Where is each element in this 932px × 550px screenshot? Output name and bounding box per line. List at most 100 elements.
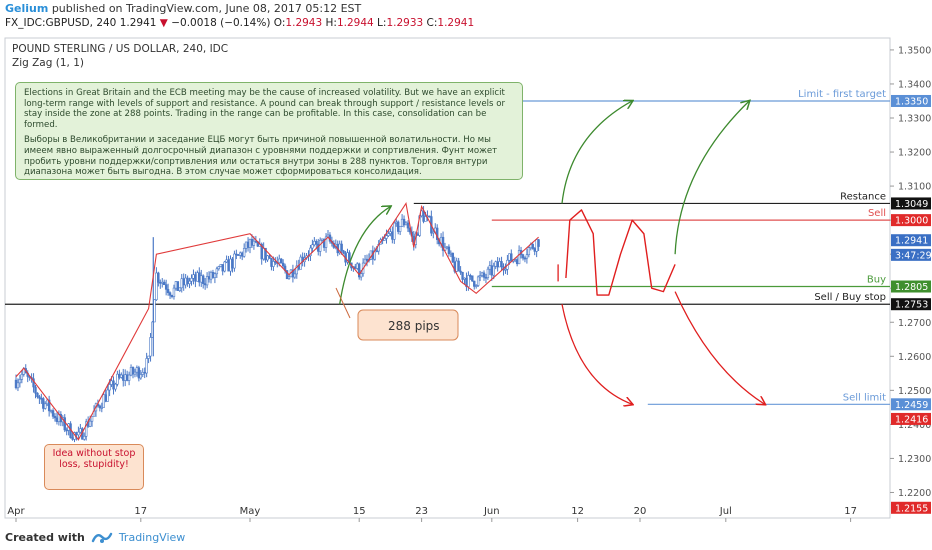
candle-body bbox=[531, 243, 534, 249]
candle-body bbox=[406, 222, 410, 229]
candle-body bbox=[127, 374, 131, 381]
candle-body bbox=[77, 431, 80, 436]
candle-body bbox=[287, 276, 291, 279]
candle-body bbox=[521, 254, 525, 259]
candle-body bbox=[508, 253, 511, 261]
candle-body bbox=[471, 275, 474, 282]
ohlc-line: FX_IDC:GBPUSD, 240 1.2941 ▼ −0.0018 (−0.… bbox=[5, 17, 474, 29]
candle-body bbox=[476, 276, 480, 286]
candle-body bbox=[225, 259, 228, 263]
candle-body bbox=[266, 255, 269, 261]
candle-body bbox=[75, 432, 78, 436]
candle-body bbox=[209, 271, 213, 280]
high-label: H: bbox=[325, 17, 337, 29]
tradingview-brand[interactable]: TradingView bbox=[118, 530, 186, 544]
candle-body bbox=[416, 233, 419, 236]
x-tick-label: May bbox=[240, 506, 261, 517]
candle-body bbox=[432, 231, 435, 234]
candle-body bbox=[196, 272, 199, 282]
candle-body bbox=[461, 271, 464, 280]
candle-body bbox=[375, 250, 378, 253]
candle-body bbox=[451, 252, 454, 263]
candle-body bbox=[311, 244, 314, 249]
price-flag-label: 1.2416 bbox=[895, 414, 928, 425]
level-label: Restance bbox=[840, 191, 886, 202]
candle-body bbox=[517, 250, 521, 265]
green-forecast-arrow bbox=[674, 101, 749, 255]
candle-body bbox=[463, 277, 466, 280]
candle-body bbox=[324, 236, 328, 248]
candle-body bbox=[104, 394, 107, 402]
red-forecast-arrow bbox=[561, 304, 632, 404]
candle-body bbox=[315, 240, 318, 245]
candle-body bbox=[537, 239, 540, 247]
price-flag bbox=[891, 298, 931, 311]
candle-body bbox=[488, 265, 492, 270]
candle-body bbox=[118, 373, 121, 378]
candle-body bbox=[490, 265, 493, 276]
candle-body bbox=[513, 259, 517, 261]
y-tick-label: 1.3200 bbox=[898, 148, 931, 159]
x-tick-label: 20 bbox=[634, 506, 647, 517]
candle-body bbox=[244, 241, 248, 249]
x-tick-label: 23 bbox=[415, 506, 428, 517]
candle-body bbox=[110, 380, 113, 385]
price-flag-label: 1.2941 bbox=[895, 236, 928, 247]
candle-body bbox=[363, 258, 367, 264]
candle-body bbox=[34, 386, 37, 394]
candle-body bbox=[125, 374, 129, 381]
candle-body bbox=[141, 371, 144, 375]
candle-body bbox=[500, 261, 503, 267]
candle-body bbox=[250, 238, 254, 246]
candle-body bbox=[14, 379, 18, 389]
candle-body bbox=[480, 272, 484, 276]
x-tick-label: Jun bbox=[483, 506, 500, 517]
candle-body bbox=[262, 247, 265, 260]
candle-body bbox=[248, 238, 252, 248]
candle-body bbox=[395, 221, 398, 224]
down-arrow-icon: ▼ bbox=[159, 17, 168, 29]
candle-body bbox=[492, 265, 495, 276]
price-flag bbox=[891, 412, 931, 425]
candle-body bbox=[515, 259, 519, 265]
candle-body bbox=[445, 246, 449, 249]
candle-body bbox=[182, 278, 185, 286]
candle-body bbox=[36, 392, 39, 398]
candle-body bbox=[447, 246, 451, 255]
candle-body bbox=[215, 268, 219, 275]
level-label: Sell bbox=[868, 208, 886, 219]
candle-body bbox=[459, 270, 462, 273]
candle-body bbox=[188, 280, 191, 285]
candle-body bbox=[278, 258, 281, 263]
candle-body bbox=[359, 273, 363, 278]
candle-body bbox=[237, 254, 240, 256]
candle-body bbox=[486, 268, 490, 279]
candle-body bbox=[155, 272, 158, 301]
candle-body bbox=[281, 262, 285, 267]
candle-body bbox=[441, 236, 445, 251]
pips-label: 288 pips bbox=[388, 319, 440, 333]
candle-body bbox=[291, 269, 295, 278]
level-label: Sell / Buy stop bbox=[814, 292, 886, 303]
candle-body bbox=[176, 281, 180, 291]
candle-body bbox=[402, 218, 406, 226]
price-flag-label: 1.2805 bbox=[895, 282, 928, 293]
candle-body bbox=[192, 274, 195, 279]
author-link[interactable]: Gelium bbox=[5, 2, 49, 15]
candle-body bbox=[53, 416, 57, 419]
candle-body bbox=[279, 258, 283, 264]
candle-body bbox=[264, 247, 267, 261]
candle-body bbox=[85, 421, 88, 437]
candle-body bbox=[400, 218, 404, 227]
candle-body bbox=[71, 437, 74, 440]
price-flag bbox=[891, 248, 931, 261]
candle-body bbox=[122, 374, 125, 381]
candle-body bbox=[457, 260, 460, 272]
price-chart[interactable]: POUND STERLING / US DOLLAR, 240, IDC Zig … bbox=[0, 36, 932, 526]
low-label: L: bbox=[377, 17, 387, 29]
publish-line: Gelium published on TradingView.com, Jun… bbox=[5, 2, 361, 15]
candle-body bbox=[320, 238, 324, 241]
candle-body bbox=[63, 417, 66, 431]
candle-body bbox=[242, 248, 246, 257]
candle-body bbox=[40, 397, 43, 400]
